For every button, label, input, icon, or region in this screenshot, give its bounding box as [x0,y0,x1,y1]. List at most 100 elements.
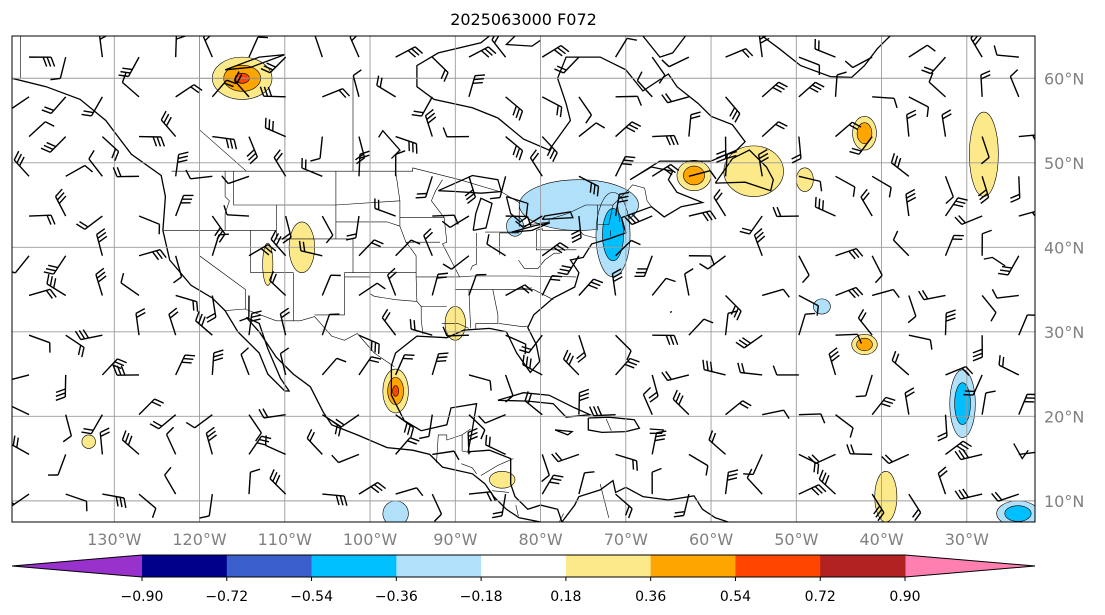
lat-tick-label: 50°N [1044,154,1084,173]
wind-barb [331,453,360,464]
wind-barb [908,493,922,522]
wind-barb [981,295,997,322]
coastline [497,392,593,418]
axis-ticks: 130°W 120°W 110°W 100°W 90°W 80°W 70°W 60°W 50°W… [87,69,1084,549]
wind-barb [174,151,189,177]
lat-tick-label: 30°N [1044,323,1084,342]
wind-barb [409,319,433,336]
wind-barb [578,471,595,495]
wind-barb [702,359,726,376]
wind-barb [65,164,94,177]
wind-barb [818,469,836,495]
wind-barb [211,79,237,98]
wind-barb [871,175,892,198]
contour-blob [1004,505,1032,522]
wind-barb [1010,176,1021,203]
coastline [541,211,574,221]
wind-barb [918,289,946,301]
colorbar-tick-label: 0.36 [635,589,666,605]
wind-barb [55,374,67,401]
wind-barb [279,347,290,376]
wind-barb [725,400,752,416]
wind-barb [944,234,964,257]
wind-barb [121,72,140,98]
coastline [983,256,1006,267]
wind-barb [28,121,55,138]
lon-tick-label: 70°W [604,530,648,549]
wind-barb [135,308,146,336]
wind-barb [651,163,680,177]
wind-barb [724,150,737,177]
wind-barb [468,491,496,502]
border-line [395,171,424,335]
wind-barb [857,309,873,336]
wind-barb [101,136,120,162]
wind-barb [505,96,524,121]
wind-barb [95,267,107,296]
wind-barb [423,228,434,257]
lat-tick-label: 40°N [1044,238,1084,257]
wind-barb [611,268,623,296]
wind-barb [205,426,217,455]
wind-barb [807,453,836,465]
wind-barb [211,233,229,256]
wind-barb [240,347,250,376]
wind-barb [615,95,642,106]
border-line [605,418,612,431]
wind-barb [828,347,840,376]
lat-tick-label: 60°N [1044,69,1084,88]
border-line [535,230,577,251]
coastline [511,222,551,233]
contour-blob [856,122,873,144]
wind-barb [688,255,716,266]
wind-barb [981,229,992,256]
wind-barb [945,365,974,376]
wind-barb [872,96,898,109]
wind-barb [871,255,883,284]
wind-barb [636,71,653,98]
wind-barb [358,334,380,355]
wind-barb [248,468,261,495]
wind-barb [834,71,847,97]
wind-barb [970,36,983,58]
contour-blob [489,470,516,489]
wind-barb [332,414,360,428]
border-line [441,323,470,329]
wind-barb [937,414,948,442]
colorbar-tick-label: −0.72 [205,589,248,605]
wind-barb [12,433,30,455]
wind-barb [41,96,67,115]
colorbar-bin [650,555,736,577]
wind-barb [937,466,948,495]
wind-barb [798,56,821,76]
wind-barb [615,239,641,257]
wind-barb [139,135,166,147]
wind-barb [844,56,873,69]
border-line [250,230,294,321]
contour-blob [81,434,96,449]
wind-barb [248,414,262,442]
wind-barb [345,215,360,241]
wind-barb [998,255,1020,276]
wind-barb [634,255,653,278]
map-frame [11,35,1036,523]
wind-barb [40,136,67,153]
wind-barb [358,150,370,177]
wind-barb [101,358,127,376]
wind-barb [743,454,763,476]
wind-barb [1018,393,1035,415]
wind-barb [395,239,421,257]
border-line [518,252,561,269]
wind-barb [739,215,763,235]
wind-barb [541,275,563,296]
wind-barb [529,149,543,177]
wind-barb [578,96,593,124]
wind-barb [652,334,679,346]
colorbar-bin [226,555,313,577]
wind-barb [43,255,67,275]
wind-barb [798,484,827,496]
wind-barb [442,326,469,337]
wind-barb [322,88,351,99]
coastline [587,416,641,434]
